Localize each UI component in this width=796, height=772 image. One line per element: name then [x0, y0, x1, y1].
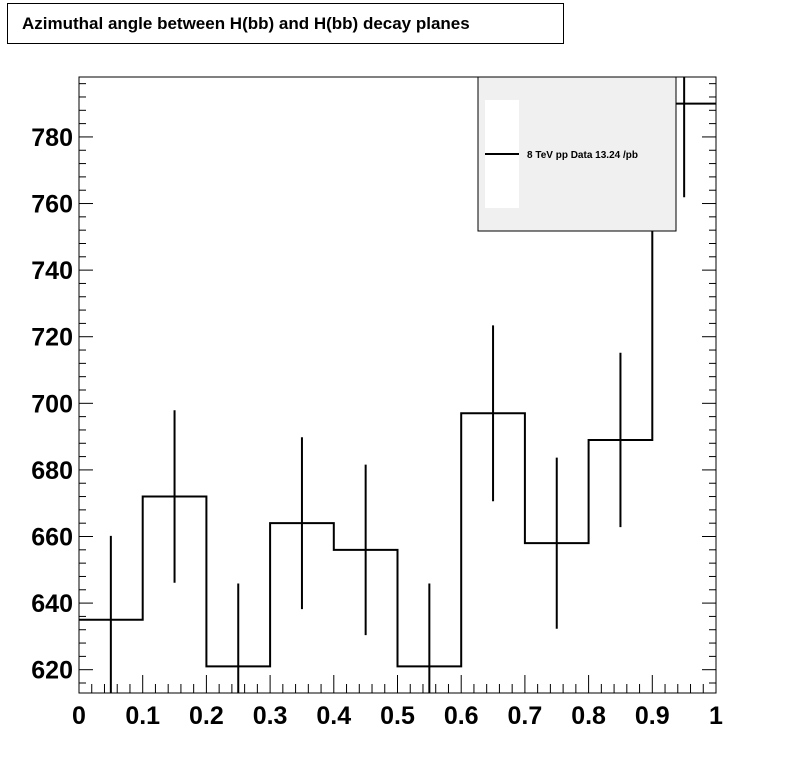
- x-tick-label: 1: [709, 702, 723, 730]
- x-tick-label: 0.8: [571, 702, 606, 730]
- y-tick-label: 640: [31, 590, 73, 618]
- x-tick-label: 0.2: [189, 702, 224, 730]
- x-tick-label: 0.6: [444, 702, 479, 730]
- x-tick-label: 0.3: [253, 702, 288, 730]
- chart-title-box: Azimuthal angle between H(bb) and H(bb) …: [7, 3, 564, 44]
- histogram-step-line: [79, 102, 716, 668]
- y-tick-label: 780: [31, 124, 73, 152]
- y-tick-label: 680: [31, 457, 73, 485]
- legend-entry-label: 8 TeV pp Data 13.24 /pb: [527, 150, 638, 161]
- chart-title: Azimuthal angle between H(bb) and H(bb) …: [22, 13, 470, 33]
- x-tick-label: 0: [72, 702, 86, 730]
- x-tick-label: 0.5: [380, 702, 415, 730]
- y-tick-label: 660: [31, 524, 73, 552]
- y-tick-label: 740: [31, 257, 73, 285]
- x-tick-label: 0.1: [125, 702, 160, 730]
- histogram-series: [79, 77, 716, 693]
- legend: 8 TeV pp Data 13.24 /pb: [477, 76, 677, 232]
- x-tick-label: 0.9: [635, 702, 670, 730]
- plot-frame: [78, 76, 717, 694]
- y-tick-label: 760: [31, 191, 73, 219]
- y-tick-label: 700: [31, 390, 73, 418]
- x-tick-label: 0.4: [316, 702, 351, 730]
- y-tick-label: 620: [31, 657, 73, 685]
- y-tick-label: 720: [31, 324, 73, 352]
- x-tick-label: 0.7: [508, 702, 543, 730]
- tick-labels: 620 640 660 680 700 720 740 760 780 0 0.1 0.2 0.3 0.4…: [31, 124, 723, 730]
